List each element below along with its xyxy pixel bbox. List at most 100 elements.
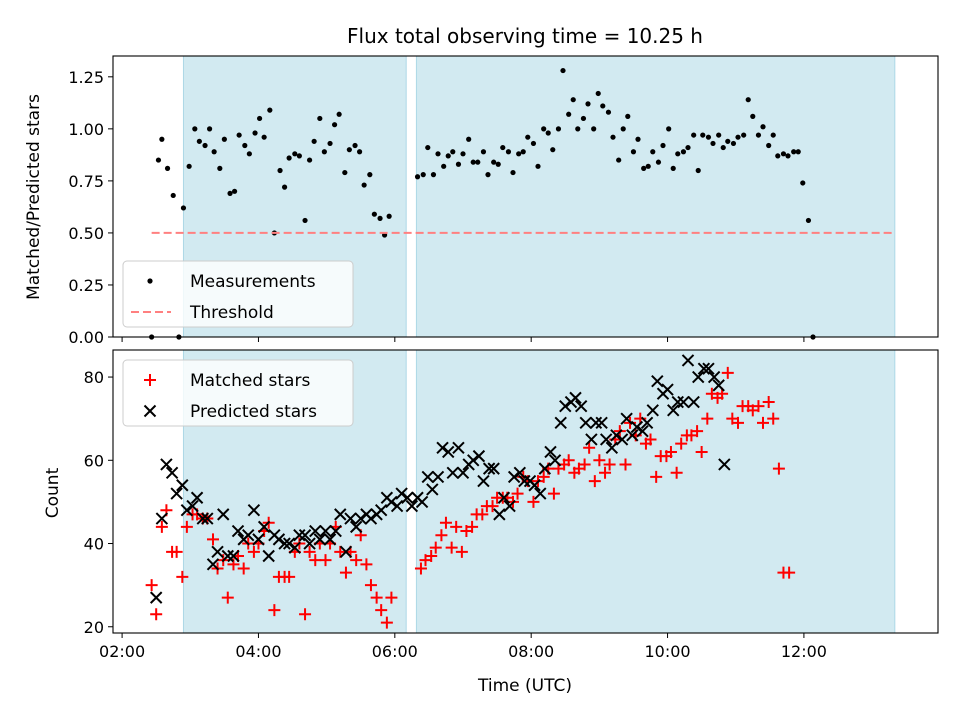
predicted-stars-point: [667, 404, 680, 417]
measurements-point: [670, 165, 676, 171]
matched-stars-point: [155, 520, 168, 533]
matched-stars-point: [319, 554, 332, 567]
matched-stars-point: [350, 554, 363, 567]
predicted-stars-point: [252, 533, 265, 546]
matched-stars-point: [691, 425, 704, 438]
measurements-point: [311, 138, 317, 144]
legend-matched-stars-swatch: [144, 374, 156, 386]
measurements-point: [346, 147, 352, 153]
measurements-point: [625, 113, 631, 119]
top-y-tick-label: 1.00: [68, 120, 104, 139]
measurements-point: [560, 67, 566, 74]
predicted-stars-point: [599, 433, 613, 446]
matched-stars-point: [429, 541, 442, 554]
predicted-stars-point: [374, 504, 388, 517]
matched-stars-point: [583, 441, 596, 454]
measurements-point: [695, 167, 701, 174]
measurements-point: [530, 140, 537, 147]
matched-stars-point: [476, 508, 489, 521]
top-legend: Measurements Threshold: [122, 260, 354, 328]
predicted-stars-point: [395, 487, 408, 500]
measurements-point: [600, 103, 606, 109]
measurements-point: [386, 213, 392, 219]
measurements-point: [281, 184, 288, 190]
top-y-tick-label: 0.00: [68, 328, 104, 347]
measurements-point: [795, 149, 801, 155]
predicted-stars-point: [605, 441, 619, 455]
measurements-point: [155, 157, 162, 163]
measurements-point: [641, 165, 647, 171]
predicted-stars-point: [477, 474, 490, 488]
predicted-stars-point: [201, 512, 214, 525]
measurements-point: [475, 159, 481, 165]
predicted-stars-point: [442, 445, 455, 459]
measurements-point: [505, 149, 512, 155]
predicted-stars-point: [323, 533, 337, 546]
predicted-stars-point: [677, 395, 690, 409]
bottom-legend: Matched stars Predicted stars: [122, 359, 354, 427]
matched-stars-point: [486, 500, 499, 513]
predicted-stars-point: [415, 495, 429, 509]
matched-stars-point: [150, 608, 163, 621]
matched-stars-point: [145, 579, 158, 592]
measurements-point: [317, 115, 323, 122]
measurements-point: [725, 138, 731, 144]
predicted-stars-point: [257, 520, 271, 534]
predicted-stars-point: [569, 391, 582, 405]
legend-measurements-swatch: [147, 278, 153, 284]
measurements-point: [550, 147, 556, 153]
measurements-point: [620, 126, 626, 132]
matched-stars-point: [650, 470, 663, 483]
measurements-point: [331, 122, 338, 128]
predicted-stars-point: [538, 462, 552, 475]
predicted-stars-point: [559, 399, 572, 413]
predicted-stars-point: [401, 491, 414, 504]
measurements-point: [516, 151, 522, 157]
predicted-stars-point: [221, 549, 234, 563]
measurements-point: [286, 155, 292, 161]
measurements-point: [211, 149, 217, 155]
predicted-stars-point: [329, 524, 342, 538]
predicted-stars-point: [196, 512, 209, 525]
predicted-stars-point: [206, 558, 220, 571]
predicted-stars-point: [646, 404, 659, 417]
top-axes-frame: [112, 55, 939, 338]
measurements-point: [202, 142, 208, 149]
predicted-stars-point: [482, 462, 496, 475]
matched-stars-point: [370, 591, 383, 604]
predicted-stars-point: [610, 429, 623, 442]
matched-stars-point: [207, 533, 219, 546]
measurements-point: [430, 172, 437, 178]
top-panel: 0.00 0.25 0.50 0.75 1.00 1.25 Measurements Thre…: [68, 55, 939, 347]
measurements-point: [720, 144, 726, 151]
matched-stars-point: [701, 412, 714, 425]
measurements-point: [585, 101, 591, 107]
predicted-stars-point: [431, 470, 445, 484]
measurements-point: [520, 149, 526, 155]
matched-stars-point: [455, 545, 468, 558]
measurements-point: [541, 126, 547, 132]
top-y-tick-label: 0.25: [68, 276, 104, 295]
measurements-point: [605, 109, 612, 115]
predicted-stars-point: [472, 449, 486, 463]
matched-stars-point: [593, 454, 606, 467]
matched-stars-point: [414, 562, 427, 575]
measurements-point: [591, 126, 597, 132]
matched-stars-point: [732, 416, 744, 429]
matched-stars-point: [767, 412, 780, 425]
predicted-stars-point: [231, 524, 245, 538]
matched-stars-point: [247, 545, 260, 558]
bottom-y-tick-label: 40: [84, 535, 104, 554]
matched-stars-point: [425, 550, 438, 563]
measurements-point: [645, 163, 651, 169]
bottom-x-tick-label: 02:00: [99, 642, 145, 661]
measurements-point: [480, 149, 487, 155]
matched-stars-point: [721, 366, 734, 379]
measurements-point: [655, 159, 662, 165]
measurements-point: [745, 97, 751, 103]
predicted-stars-point: [507, 470, 521, 484]
measurements-point: [635, 136, 641, 142]
predicted-stars-point: [626, 429, 639, 442]
measurements-point: [455, 161, 462, 167]
measurements-point: [466, 136, 472, 142]
